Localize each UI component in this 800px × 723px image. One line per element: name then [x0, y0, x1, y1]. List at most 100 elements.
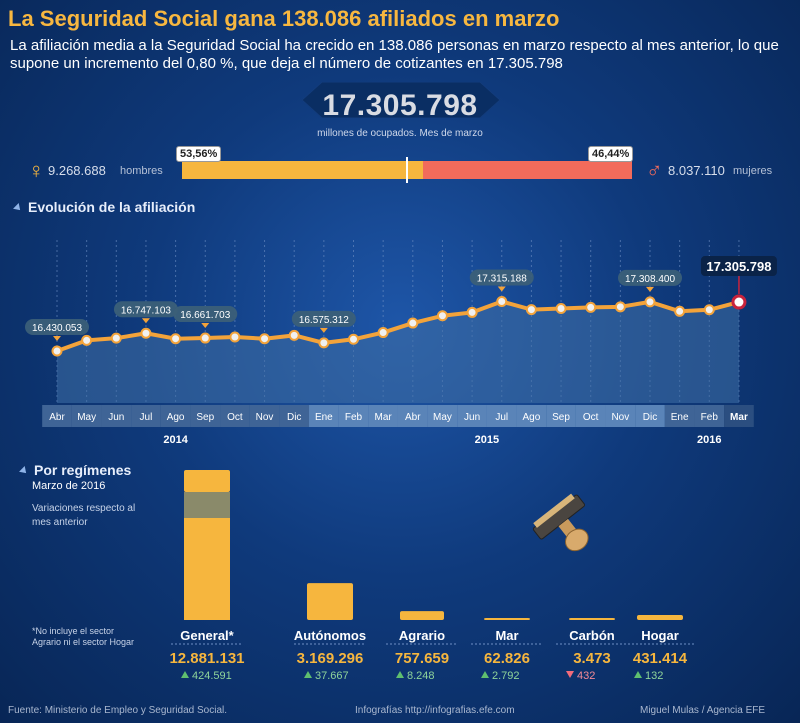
- tick-label: Oct: [583, 412, 599, 423]
- bar: [637, 614, 683, 620]
- variation-label: 2.792: [492, 670, 520, 682]
- label-pointer: [319, 327, 328, 333]
- data-point: [259, 333, 271, 345]
- tick-label: Dic: [643, 412, 657, 423]
- variation-label: 37.667: [315, 670, 349, 682]
- axis-cell: [160, 405, 191, 427]
- tick-label: Nov: [611, 412, 629, 423]
- evolution-title-text: Evolución de la afiliación: [28, 199, 196, 215]
- data-label: 17.308.400: [625, 274, 675, 285]
- label-pointer: [53, 336, 61, 342]
- data-point: [288, 329, 300, 341]
- category-label: Hogar: [641, 628, 679, 643]
- variation-label: 132: [645, 670, 663, 682]
- category-label: General*: [180, 628, 234, 643]
- regimes-title: Por regímenes: [19, 462, 132, 478]
- page-title: La Seguridad Social gana 138.086 afiliad…: [8, 6, 560, 31]
- axis-cell: [635, 405, 665, 427]
- axis-cell: [516, 405, 547, 427]
- male-label: hombres: [120, 165, 163, 177]
- data-point: [496, 296, 508, 308]
- male-symbol-icon: ♂: [646, 158, 663, 183]
- tick-label: May: [77, 412, 96, 423]
- bar: [400, 611, 444, 620]
- arrow-up-icon: [634, 671, 642, 678]
- value-label: 62.826: [484, 650, 530, 667]
- tick-label: Ago: [167, 412, 185, 423]
- data-point: [731, 294, 747, 310]
- category-label: Agrario: [399, 628, 445, 643]
- variation-label: 432: [577, 670, 595, 682]
- total-badge: [301, 82, 501, 118]
- label-badge: [113, 301, 178, 318]
- total-caption: millones de ocupados. Mes de marzo: [317, 128, 483, 139]
- data-point: [199, 332, 211, 344]
- footer-credit: Miguel Mulas / Agencia EFE: [640, 705, 766, 716]
- bar: [569, 618, 615, 620]
- label-pointer: [497, 286, 506, 292]
- data-point: [229, 331, 241, 343]
- category-label: Autónomos: [294, 628, 366, 643]
- axis-cell: [694, 405, 725, 427]
- data-point: [110, 332, 122, 344]
- data-point: [555, 303, 567, 315]
- gender-bar: [182, 157, 632, 183]
- data-point: [466, 306, 478, 318]
- bar: [307, 583, 353, 620]
- data-label: 17.315.188: [477, 274, 527, 285]
- axis-cell: [309, 405, 339, 427]
- data-point: [407, 317, 419, 329]
- gender-bar-midline: [406, 157, 408, 183]
- value-label: 431.414: [633, 650, 688, 667]
- data-point: [348, 333, 359, 345]
- category-label: Mar: [495, 628, 518, 643]
- tick-label: Feb: [345, 412, 363, 423]
- axis-cell: [71, 405, 102, 427]
- tick-label: Jun: [464, 412, 480, 423]
- tick-label: Mar: [375, 412, 393, 423]
- area-fill: [57, 301, 739, 403]
- axis-cell: [131, 405, 161, 427]
- axis-cell: [279, 405, 310, 427]
- regimes-chart: General* 12.881.131 424.591 Autónomos 3.169.…: [169, 470, 696, 682]
- category-label: Carbón: [569, 628, 615, 643]
- label-pointer: [141, 318, 150, 324]
- male-value: 9.268.688: [48, 163, 106, 178]
- data-point: [170, 333, 182, 345]
- arrow-down-icon: [566, 671, 574, 678]
- data-label: 16.661.703: [180, 310, 230, 321]
- data-point: [81, 334, 93, 346]
- tick-label: Abr: [405, 412, 421, 423]
- data-label: 16.747.103: [121, 305, 171, 316]
- arrow-up-icon: [481, 671, 489, 678]
- female-value: 8.037.110: [668, 163, 725, 178]
- axis-cell: [546, 405, 576, 427]
- tick-label: Dic: [287, 412, 301, 423]
- stamp-icon: [532, 493, 589, 552]
- regimes-date: Marzo de 2016: [32, 480, 106, 492]
- data-point: [318, 337, 330, 349]
- axis-cell: [427, 405, 458, 427]
- data-point: [674, 305, 686, 317]
- axis-cell: [605, 405, 636, 427]
- evolution-chart: 16.430.053 16.747.103 16.661.703 16.575.312…: [25, 240, 777, 446]
- value-label: 12.881.131: [169, 650, 244, 667]
- label-badge: [173, 306, 238, 323]
- bar: [184, 470, 230, 492]
- total-value: 17.305.798: [322, 89, 478, 122]
- axis-cell: [457, 405, 487, 427]
- axis-cell: [190, 405, 221, 427]
- axis-cell: [664, 405, 695, 427]
- axis-cell: [101, 405, 132, 427]
- label-badge: [618, 269, 682, 286]
- axis-cell: [486, 405, 517, 427]
- female-label: mujeres: [733, 165, 773, 177]
- data-point: [703, 304, 715, 316]
- evolution-title: Evolución de la afiliación: [13, 199, 196, 215]
- data-label: 17.305.798: [706, 259, 771, 274]
- label-badge: [700, 256, 777, 277]
- female-symbol-icon: ♀: [28, 158, 45, 183]
- arrow-up-icon: [304, 671, 312, 678]
- tick-label: Mar: [730, 412, 748, 423]
- regimes-title-text: Por regímenes: [34, 462, 132, 478]
